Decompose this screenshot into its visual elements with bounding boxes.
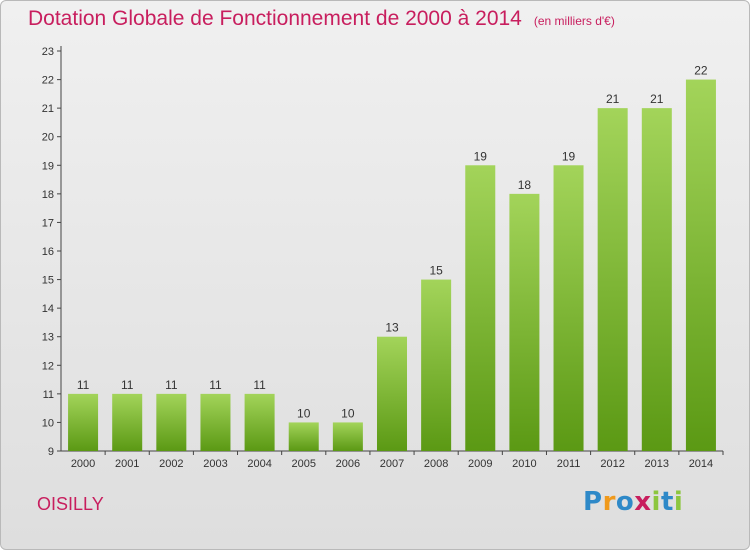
bar-value-label: 21 bbox=[606, 92, 620, 106]
bar-value-label: 13 bbox=[385, 321, 399, 335]
bar bbox=[685, 79, 716, 452]
y-tick-label: 13 bbox=[42, 332, 54, 344]
bar-value-label: 10 bbox=[297, 406, 311, 420]
bar bbox=[509, 193, 540, 451]
bar-value-label: 19 bbox=[474, 149, 488, 163]
logo-letter: P bbox=[583, 487, 603, 517]
logo-letter: t bbox=[660, 487, 674, 517]
bar-value-label: 22 bbox=[694, 64, 708, 78]
y-tick-label: 11 bbox=[43, 389, 54, 401]
bar-value-label: 15 bbox=[429, 264, 443, 278]
y-tick-label: 23 bbox=[42, 46, 54, 58]
logo-letter: r bbox=[602, 487, 616, 517]
bar bbox=[332, 422, 363, 451]
bar bbox=[553, 165, 584, 452]
bar bbox=[421, 279, 452, 451]
bar bbox=[641, 108, 672, 452]
logo-letter: o bbox=[615, 487, 635, 517]
chart-subtitle: (en milliers d'€) bbox=[533, 14, 615, 28]
bar-value-label: 11 bbox=[209, 378, 222, 392]
bar bbox=[597, 108, 628, 452]
bar bbox=[244, 393, 275, 451]
bar bbox=[376, 336, 408, 451]
bar-value-label: 11 bbox=[165, 378, 178, 392]
bar-value-label: 21 bbox=[650, 92, 664, 106]
x-tick-label: 2007 bbox=[380, 458, 404, 470]
y-tick-label: 12 bbox=[42, 360, 54, 372]
x-tick-label: 2012 bbox=[600, 458, 624, 470]
y-tick-label: 22 bbox=[42, 75, 54, 87]
y-tick-label: 20 bbox=[42, 132, 54, 144]
y-tick-label: 16 bbox=[42, 246, 54, 258]
chart-title: Dotation Globale de Fonctionnement de 20… bbox=[28, 7, 615, 30]
bar-value-label: 18 bbox=[518, 178, 532, 192]
bar bbox=[112, 393, 143, 451]
x-tick-label: 2011 bbox=[557, 458, 581, 470]
x-tick-label: 2006 bbox=[336, 458, 360, 470]
x-tick-label: 2010 bbox=[512, 458, 536, 470]
logo-letter: i bbox=[651, 487, 661, 517]
x-tick-label: 2000 bbox=[71, 458, 95, 470]
y-tick-label: 10 bbox=[42, 417, 54, 429]
bar bbox=[465, 165, 496, 452]
y-tick-label: 19 bbox=[42, 160, 54, 172]
bar bbox=[200, 393, 231, 451]
logo-letter: i bbox=[673, 487, 684, 517]
bar-value-label: 11 bbox=[77, 378, 90, 392]
logo-letter: x bbox=[634, 487, 652, 517]
bar-value-label: 10 bbox=[341, 406, 355, 420]
x-tick-label: 2005 bbox=[291, 458, 315, 470]
x-tick-label: 2004 bbox=[247, 458, 271, 470]
x-tick-label: 2013 bbox=[645, 458, 669, 470]
bar bbox=[288, 422, 319, 451]
proxiti-logo: Proxiti bbox=[583, 487, 683, 517]
bar bbox=[156, 393, 187, 451]
x-tick-label: 2009 bbox=[468, 458, 492, 470]
bar bbox=[68, 393, 99, 451]
y-tick-label: 9 bbox=[48, 446, 54, 458]
bar-value-label: 19 bbox=[562, 149, 576, 163]
y-tick-label: 17 bbox=[42, 217, 54, 229]
x-tick-label: 2008 bbox=[424, 458, 448, 470]
y-tick-label: 14 bbox=[42, 303, 54, 315]
town-name: OISILLY bbox=[37, 494, 104, 514]
bar-value-label: 11 bbox=[121, 378, 134, 392]
bar-value-label: 11 bbox=[253, 378, 266, 392]
y-tick-label: 21 bbox=[42, 103, 54, 115]
y-tick-label: 18 bbox=[42, 189, 54, 201]
x-tick-label: 2014 bbox=[689, 458, 713, 470]
x-tick-label: 2002 bbox=[159, 458, 183, 470]
x-tick-label: 2001 bbox=[115, 458, 139, 470]
x-tick-label: 2003 bbox=[203, 458, 227, 470]
y-tick-label: 15 bbox=[42, 275, 54, 287]
